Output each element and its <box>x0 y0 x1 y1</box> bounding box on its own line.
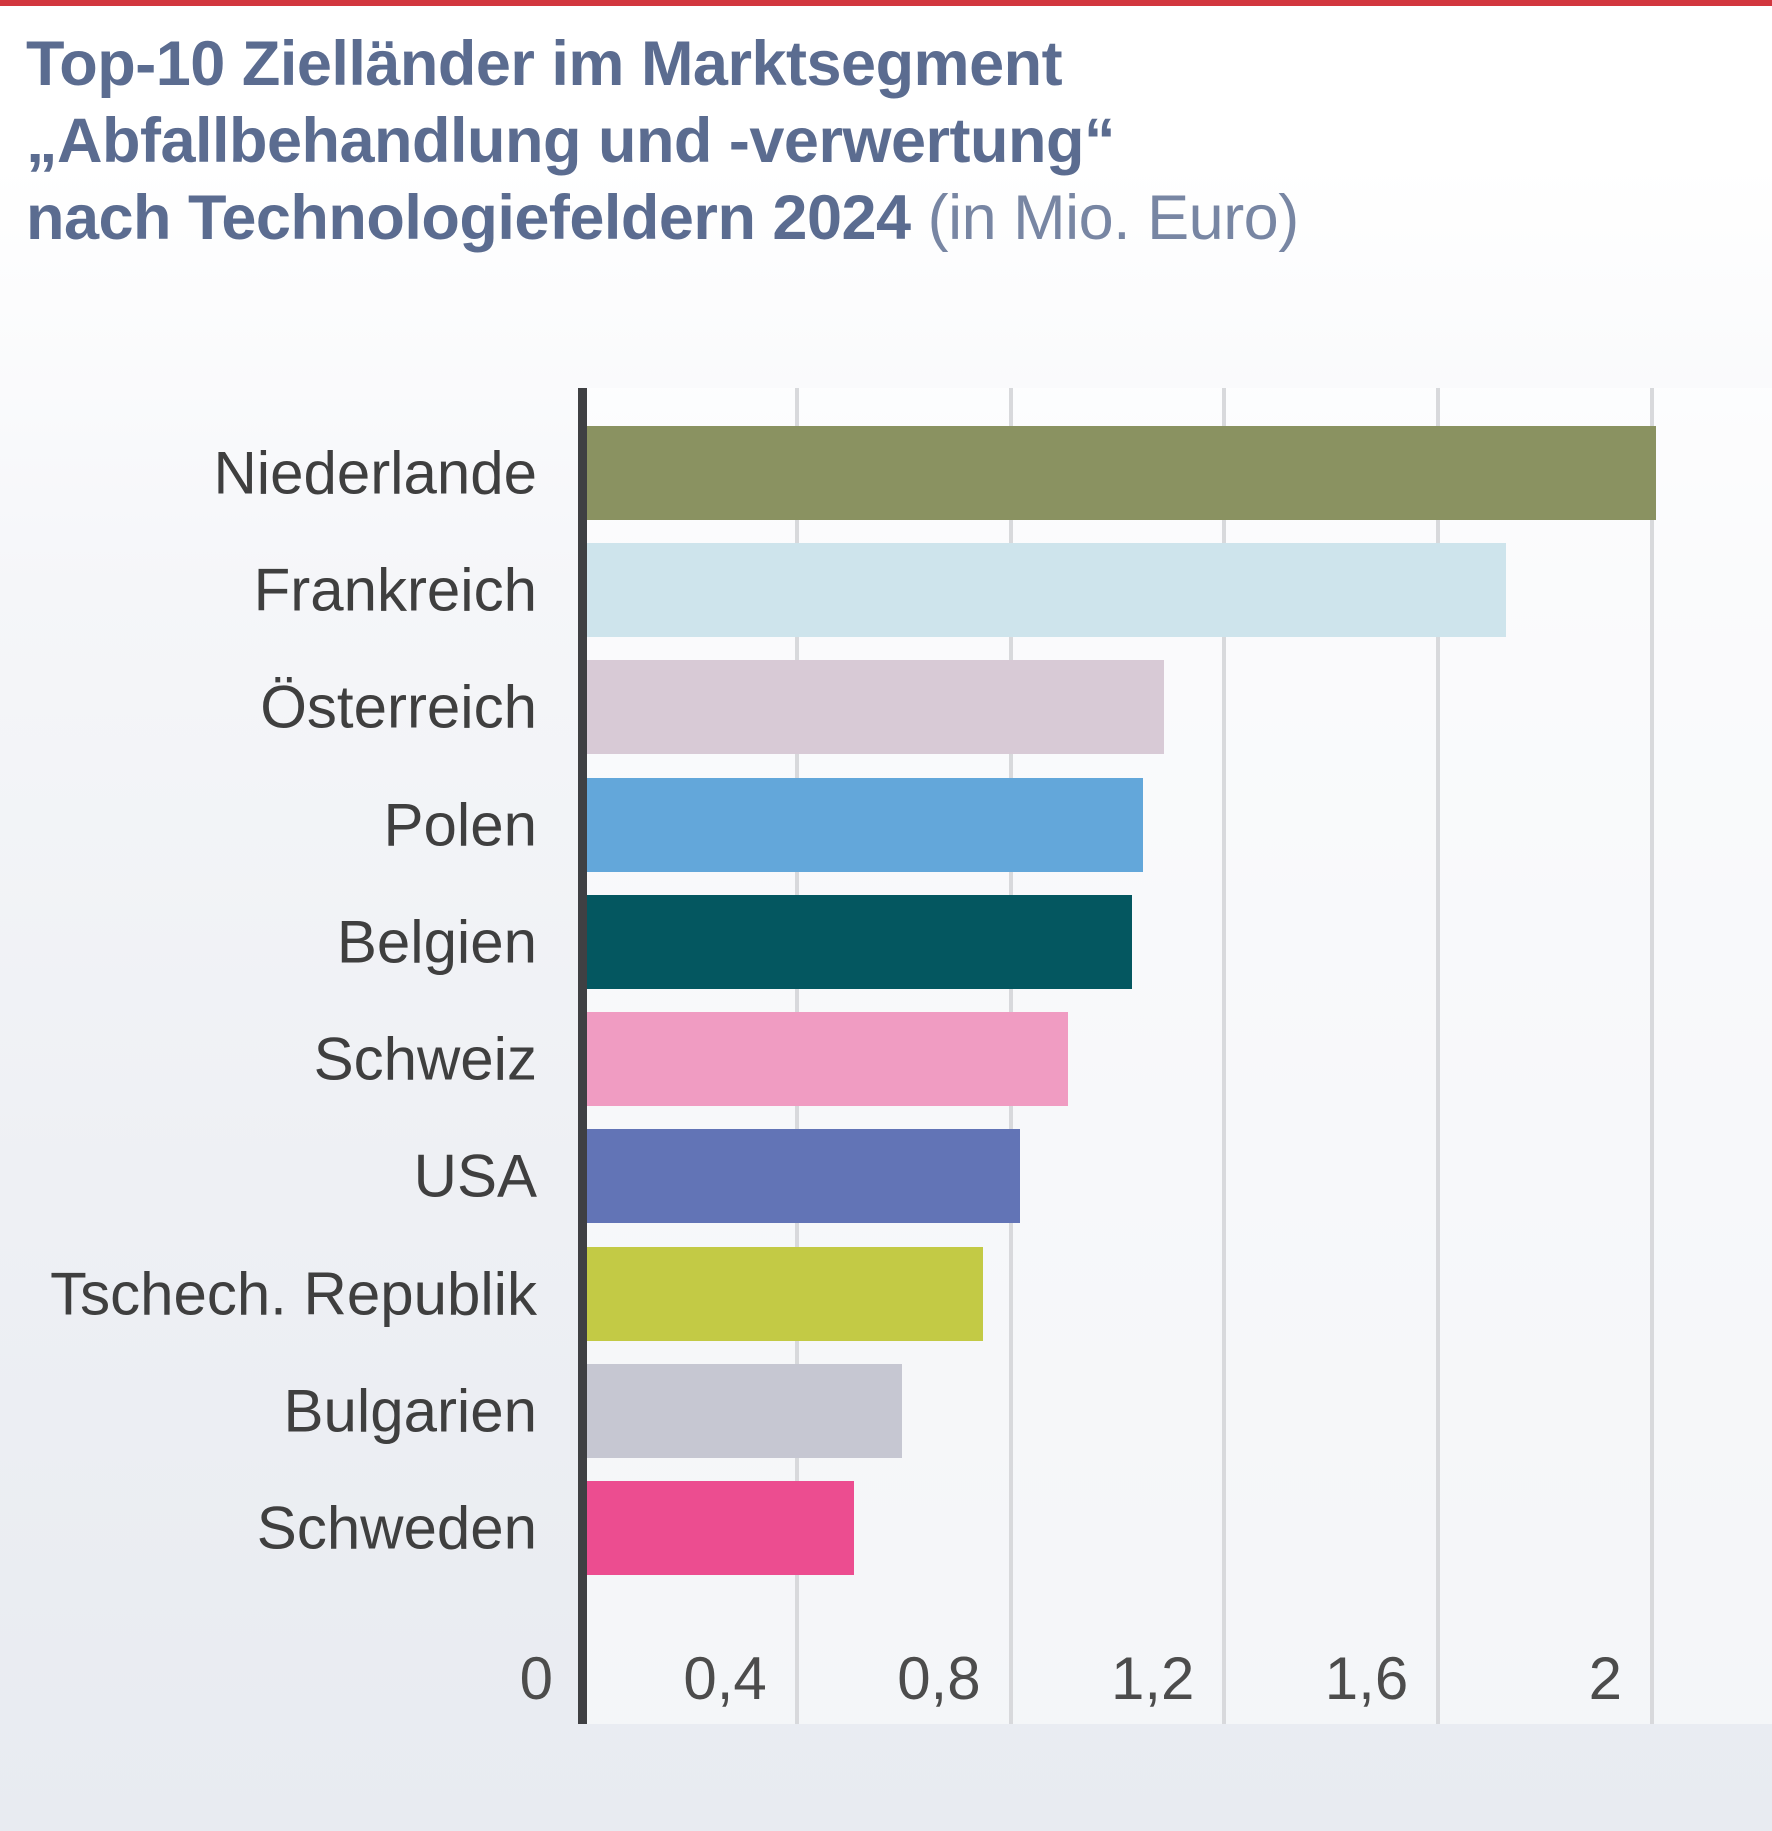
title-unit: (in Mio. Euro) <box>910 183 1300 253</box>
x-gridline <box>1222 388 1227 1724</box>
country-label: Schweiz <box>313 1025 537 1093</box>
country-label: Tschech. Republik <box>50 1260 537 1328</box>
x-tick-label: 0 <box>519 1645 553 1712</box>
bar <box>587 1012 1069 1107</box>
bar <box>587 542 1507 637</box>
x-gridline <box>1650 388 1654 1724</box>
title-line-3-main: nach Technologiefeldern 2024 <box>26 183 911 253</box>
bar <box>587 1246 983 1341</box>
bar <box>587 1129 1020 1224</box>
bar-row: Frankreich <box>0 531 1772 648</box>
x-tick-label: 0,8 <box>897 1645 981 1712</box>
country-label: Niederlande <box>213 439 537 507</box>
country-label: Polen <box>383 791 537 859</box>
bar-rows: Niederlande Frankreich Österreich Polen Belg… <box>0 414 1772 1587</box>
bar <box>587 1481 855 1576</box>
zero-axis-line <box>578 388 587 1724</box>
country-label: Belgien <box>336 908 537 976</box>
bar <box>587 660 1165 755</box>
bar <box>587 1364 903 1459</box>
country-label: Frankreich <box>253 556 537 624</box>
bar-row: Schweiz <box>0 1000 1772 1117</box>
title-line-2: „Abfallbehandlung und -verwertung“ <box>26 106 1115 176</box>
bar-row: Belgien <box>0 883 1772 1000</box>
country-label: Österreich <box>260 673 537 741</box>
bar <box>587 777 1143 872</box>
x-gridline <box>1436 388 1441 1724</box>
x-tick-label: 2 <box>1588 1645 1622 1712</box>
chart-title: Top-10 Zielländer im Marktsegment „Abfal… <box>26 26 1299 257</box>
country-label: Schweden <box>256 1494 537 1562</box>
bar-row: USA <box>0 1118 1772 1235</box>
title-line-1: Top-10 Zielländer im Marktsegment <box>26 29 1063 99</box>
bar-row: Niederlande <box>0 414 1772 531</box>
country-label: USA <box>413 1142 537 1210</box>
top-accent-bar <box>0 0 1772 6</box>
x-tick-label: 1,2 <box>1110 1645 1195 1712</box>
x-tick-label: 1,6 <box>1324 1645 1409 1712</box>
title-line-3: nach Technologiefeldern 2024 (in Mio. Eu… <box>26 180 1299 257</box>
bar-row: Bulgarien <box>0 1352 1772 1469</box>
bar-row: Österreich <box>0 649 1772 766</box>
bar-row: Schweden <box>0 1470 1772 1587</box>
bar <box>587 425 1656 520</box>
bar <box>587 894 1133 989</box>
country-label: Bulgarien <box>283 1377 537 1445</box>
bar-row: Tschech. Republik <box>0 1235 1772 1352</box>
x-tick-label: 0,4 <box>683 1645 767 1712</box>
bar-row: Polen <box>0 766 1772 883</box>
